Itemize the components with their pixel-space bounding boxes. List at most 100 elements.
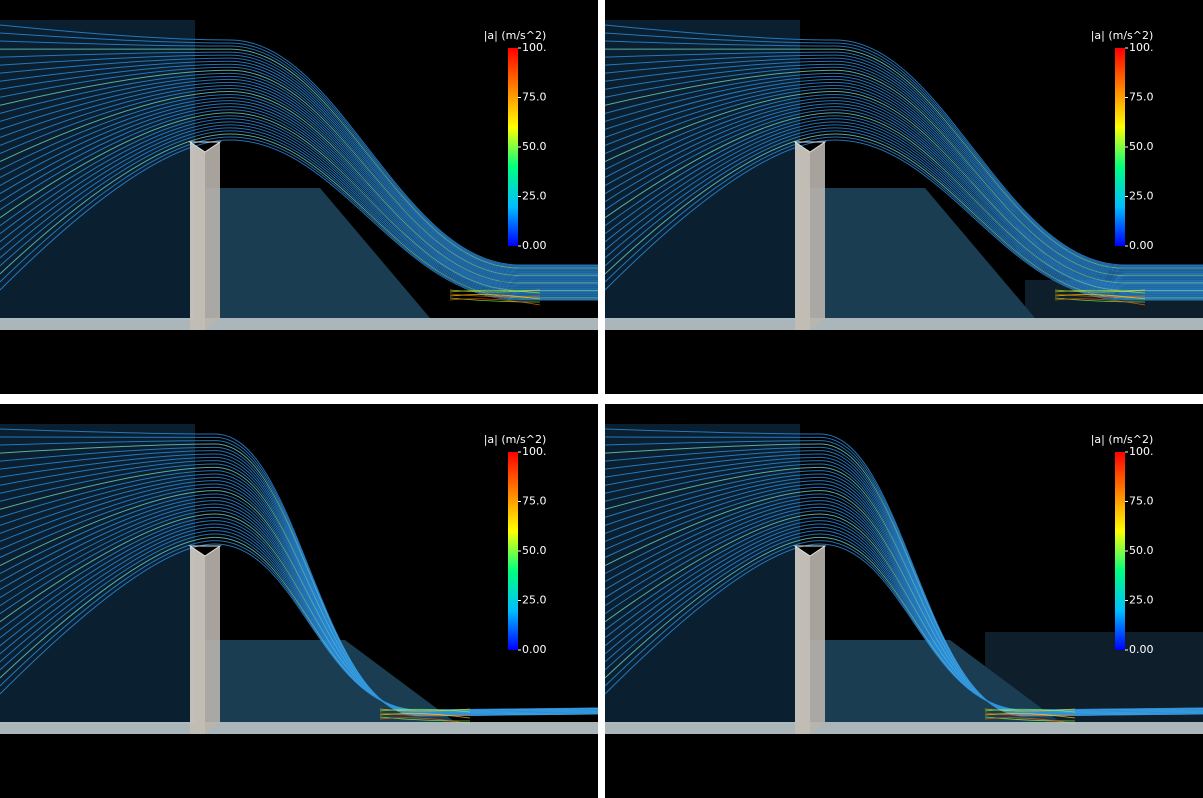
streamline <box>0 75 598 279</box>
wall <box>795 546 810 734</box>
streamline-accent <box>379 708 471 713</box>
colorbar-tick-label: 75.0 <box>522 495 547 508</box>
floor <box>205 722 598 734</box>
colorbar-tick-label: 25.0 <box>522 594 547 607</box>
wall <box>190 546 205 734</box>
scene: |a| (m/s^2)100. 75.0 50.0 25.0 0.00 <box>0 20 598 330</box>
streamline-accent <box>984 708 1076 713</box>
wall <box>190 142 205 330</box>
streamline <box>605 24 1203 266</box>
panel: |a| (m/s^2) 100. 75.0 50.0 25.0 0.00 <box>0 404 598 798</box>
streamline-accent <box>449 298 541 306</box>
streamline-accent <box>379 713 471 719</box>
floor <box>810 722 1203 734</box>
colorbar-title: |a| (m/s^2) <box>484 433 547 446</box>
streamline-accent <box>1054 289 1146 294</box>
colorbar-tick-label: 25.0 <box>522 190 547 203</box>
streamline <box>605 54 1203 271</box>
colorbar <box>1115 48 1125 246</box>
streamline <box>0 118 598 294</box>
streamline-accent <box>984 712 1076 717</box>
wall-front <box>810 142 825 330</box>
scene: |a| (m/s^2)100. 75.0 50.0 25.0 0.00 <box>605 20 1203 330</box>
wall-top <box>793 545 827 557</box>
streamline <box>0 139 598 301</box>
streamline <box>605 66 1203 276</box>
scene: |a| (m/s^2)100. 75.0 50.0 25.0 0.00 <box>605 424 1203 734</box>
streamline <box>605 121 1203 295</box>
streamline <box>605 94 1203 285</box>
streamline <box>605 75 1203 279</box>
streamline <box>0 103 598 288</box>
colorbar <box>508 452 518 650</box>
streamline <box>0 78 598 280</box>
colorbar-tick-label: 100. <box>1129 41 1154 54</box>
wall-top <box>793 141 827 153</box>
streamline <box>0 81 598 281</box>
colorbar-title: |a| (m/s^2) <box>1091 29 1154 42</box>
streamline <box>605 115 1203 293</box>
streamline <box>0 112 598 291</box>
streamline <box>0 94 598 285</box>
streamline <box>605 69 1203 277</box>
streamline-accent <box>984 708 1076 712</box>
streamline <box>605 112 1203 291</box>
streamline <box>0 24 598 266</box>
streamline <box>605 72 1203 278</box>
streamline <box>0 100 598 287</box>
streamline <box>605 60 1203 273</box>
streamline <box>605 51 1203 270</box>
streamline <box>605 57 1203 272</box>
streamline <box>605 106 1203 289</box>
floor <box>810 318 1203 330</box>
streamline <box>605 136 1203 300</box>
streamline <box>605 124 1203 296</box>
colorbar-tick-label: 75.0 <box>522 91 547 104</box>
spray <box>985 632 1203 722</box>
streamline-accent <box>449 289 541 294</box>
streamline <box>0 57 598 272</box>
wall-front <box>810 546 825 734</box>
floor <box>0 722 190 734</box>
streamline <box>0 543 598 711</box>
streamline-accent <box>379 708 471 712</box>
downstream-water <box>205 640 455 722</box>
streamline-accent <box>1054 298 1146 306</box>
streamline <box>605 48 1203 269</box>
downstream-water <box>205 188 430 318</box>
downstream-water <box>810 188 1035 318</box>
streamline <box>605 133 1203 299</box>
colorbar-tick-label: 50.0 <box>1129 140 1154 153</box>
floor <box>605 318 795 330</box>
streamline-accent <box>1054 294 1146 300</box>
streamline-accent <box>1054 289 1146 293</box>
streamline <box>0 72 598 278</box>
streamline <box>605 63 1203 274</box>
panel: |a| (m/s^2) 100. 75.0 50.0 25.0 0.00 <box>0 0 598 394</box>
streamline-accent <box>1054 293 1146 298</box>
streamline-accent <box>984 713 1076 719</box>
streamline <box>0 51 598 270</box>
streamline <box>605 97 1203 286</box>
streamline <box>0 48 598 269</box>
streamline-accent <box>1054 297 1146 303</box>
colorbar-tick-label: 100. <box>522 445 547 458</box>
colorbar-tick-label: 0.00 <box>522 643 547 656</box>
streamline-accent <box>379 712 471 717</box>
streamline <box>605 543 1203 711</box>
streamline-accent <box>449 293 541 298</box>
streamline <box>605 91 1203 284</box>
colorbar-tick-label: 50.0 <box>522 140 547 153</box>
colorbar-tick-label: 0.00 <box>1129 643 1154 656</box>
colorbar-tick-label: 25.0 <box>1129 190 1154 203</box>
streamline <box>0 124 598 296</box>
streamline <box>0 136 598 300</box>
panel: |a| (m/s^2) 100. 75.0 50.0 25.0 0.00 <box>605 0 1203 394</box>
streamline <box>0 63 598 274</box>
streamline <box>605 100 1203 287</box>
colorbar-tick-label: 75.0 <box>1129 495 1154 508</box>
streamline <box>0 106 598 289</box>
streamline <box>605 130 1203 298</box>
colorbar-tick-label: 50.0 <box>1129 544 1154 557</box>
